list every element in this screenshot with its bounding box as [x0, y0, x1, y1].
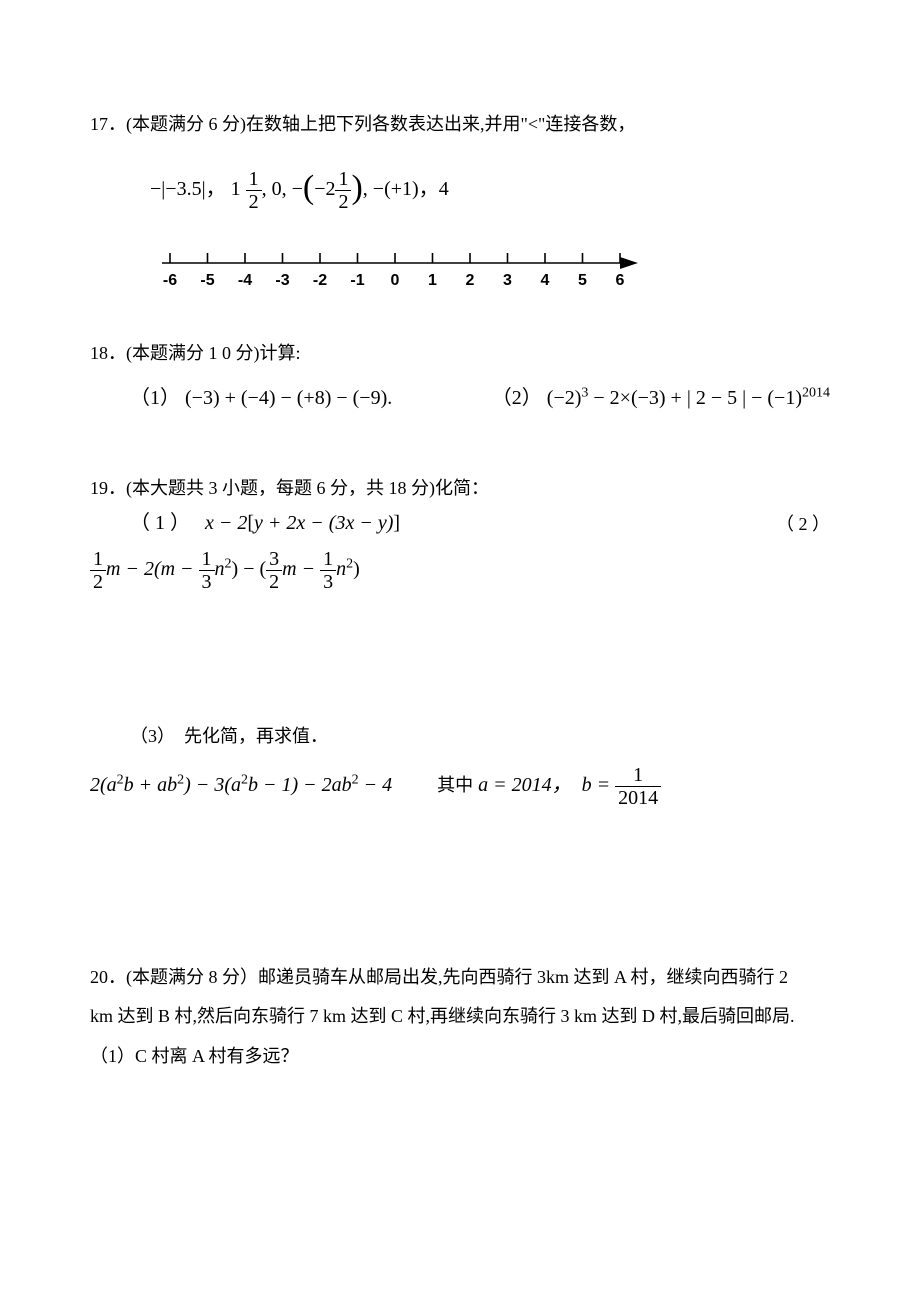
p18-q1: （1） (−3) + (−4) − (+8) − (−9).	[130, 382, 392, 414]
p19-q1-label: （ 1 ）	[130, 512, 190, 534]
p19-q3-s3: 2	[241, 772, 248, 787]
p19-q2-m2: m −	[282, 558, 320, 580]
svg-text:-3: -3	[275, 272, 289, 289]
p17-term-a: −|−3.5|，	[150, 178, 226, 200]
p19-q2-f3: 32	[266, 549, 282, 592]
p17-expression: −|−3.5|， 1 12, 0, −(−212), −(+1)，4	[150, 163, 830, 217]
p18-label: 18．(本题满分 1 0 分)计算:	[90, 339, 830, 368]
p19-q1-pre: x − 2	[205, 512, 247, 534]
p17-term-e: , −(+1)，	[363, 178, 439, 200]
p19-q3: （3） 先化简，再求值．	[130, 722, 830, 751]
problem-19: 19．(本大题共 3 小题，每题 6 分，共 18 分)化简： （ 1 ） x …	[90, 474, 830, 808]
p19-q3-c: ) − 3(a	[184, 774, 241, 796]
p18-q1-label: （1）	[130, 387, 180, 409]
p19-q1-rbracket: ]	[393, 512, 400, 534]
p19-q3-where: 其中	[437, 775, 473, 795]
p19-q2-sup1: 2	[225, 556, 232, 571]
problem-18: 18．(本题满分 1 0 分)计算: （1） (−3) + (−4) − (+8…	[90, 339, 830, 414]
p19-q3-s4: 2	[352, 772, 359, 787]
p19-q2-label: （ 2 ）	[776, 510, 830, 539]
p19-q3-title: 先化简，再求值．	[184, 726, 328, 746]
p19-q3-b: b + ab	[124, 774, 178, 796]
p19-q2-f2: 13	[199, 549, 215, 592]
p19-q3-b-frac: 12014	[615, 765, 661, 808]
p18-row: （1） (−3) + (−4) − (+8) − (−9). （2） (−2)3…	[130, 382, 830, 414]
p19-q1: （ 1 ） x − 2[y + 2x − (3x − y)]	[130, 507, 400, 539]
p18-q2: （2） (−2)3 − 2×(−3) + | 2 − 5 | − (−1)201…	[492, 382, 830, 414]
p20-q1: （1）C 村离 A 村有多远？	[90, 1037, 830, 1077]
svg-text:-6: -6	[163, 272, 177, 289]
svg-text:-1: -1	[350, 272, 364, 289]
p17-frac-b: 12	[246, 169, 262, 212]
p19-q3-d: b − 1) − 2ab	[248, 774, 352, 796]
p19-q3-label: （3）	[130, 726, 175, 746]
p20-line2: km 达到 B 村,然后向东骑行 7 km 达到 C 村,再继续向东骑行 3 k…	[90, 997, 830, 1037]
p19-q2-f1: 12	[90, 549, 106, 592]
p18-q1-expr: (−3) + (−4) − (+8) − (−9)	[185, 387, 387, 409]
svg-text:1: 1	[428, 272, 437, 289]
p19-q3-a: 2(a	[90, 774, 117, 796]
p17-lparen: (	[303, 169, 314, 206]
problem-17: 17．(本题满分 6 分)在数轴上把下列各数表达出来,并用"<"连接各数， −|…	[90, 110, 830, 301]
svg-text:-4: -4	[238, 272, 252, 289]
p19-q3-s1: 2	[117, 772, 124, 787]
p19-q2-m: m − 2(m −	[106, 558, 199, 580]
svg-text:5: 5	[578, 272, 587, 289]
svg-text:-2: -2	[313, 272, 327, 289]
p17-term-f: 4	[439, 178, 449, 200]
svg-text:3: 3	[503, 272, 512, 289]
p19-q3-b-pre: b =	[582, 774, 616, 796]
p20-line1: 20．(本题满分 8 分）邮递员骑车从邮局出发,先向西骑行 3km 达到 A 村…	[90, 958, 830, 998]
p19-q2-mid: ) − (	[232, 558, 267, 580]
number-line: -6 -5 -4 -3 -2 -1 0 1 2 3 4 5 6	[150, 241, 650, 301]
p19-q2-f4: 13	[320, 549, 336, 592]
p17-term-b-lead: 1	[231, 178, 246, 200]
svg-text:4: 4	[541, 272, 550, 289]
p17-term-c: , 0, −	[262, 178, 303, 200]
p18-q2-b-sup: 2014	[802, 385, 830, 400]
p17-label: 17．(本题满分 6 分)在数轴上把下列各数表达出来,并用"<"连接各数，	[90, 114, 635, 134]
p19-q1-in: y + 2x − (3x − y)	[254, 512, 393, 534]
p18-q1-period: .	[387, 387, 392, 409]
problem-20: 20．(本题满分 8 分）邮递员骑车从邮局出发,先向西骑行 3km 达到 A 村…	[90, 958, 830, 1077]
p17-frac-d: 12	[335, 169, 351, 212]
p19-q2-n2b: n	[336, 558, 346, 580]
p19-row1: （ 1 ） x − 2[y + 2x − (3x − y)] （ 2 ）	[130, 507, 830, 539]
p19-q3-a-eq: a = 2014，	[478, 774, 572, 796]
p17-rparen: )	[351, 169, 362, 206]
p17-d-pre: −2	[314, 178, 335, 200]
p19-q2-n2a: n	[215, 558, 225, 580]
p19-q2-expr: 12m − 2(m − 13n2) − (32m − 13n2)	[90, 549, 830, 592]
p19-q3-e: − 4	[359, 774, 393, 796]
p18-q2-b: − 2×(−3) + | 2 − 5 | − (−1)	[588, 387, 802, 409]
svg-text:2: 2	[466, 272, 475, 289]
svg-text:6: 6	[616, 272, 625, 289]
p19-q3-expr: 2(a2b + ab2) − 3(a2b − 1) − 2ab2 − 4 其中 …	[90, 765, 830, 808]
svg-text:0: 0	[391, 272, 400, 289]
p19-label: 19．(本大题共 3 小题，每题 6 分，共 18 分)化简：	[90, 474, 830, 503]
p18-q2-a: (−2)	[547, 387, 582, 409]
p18-q2-label: （2）	[492, 387, 542, 409]
exam-page: 17．(本题满分 6 分)在数轴上把下列各数表达出来,并用"<"连接各数， −|…	[0, 0, 920, 1154]
svg-text:-5: -5	[200, 272, 214, 289]
p19-q2-end: )	[353, 558, 360, 580]
